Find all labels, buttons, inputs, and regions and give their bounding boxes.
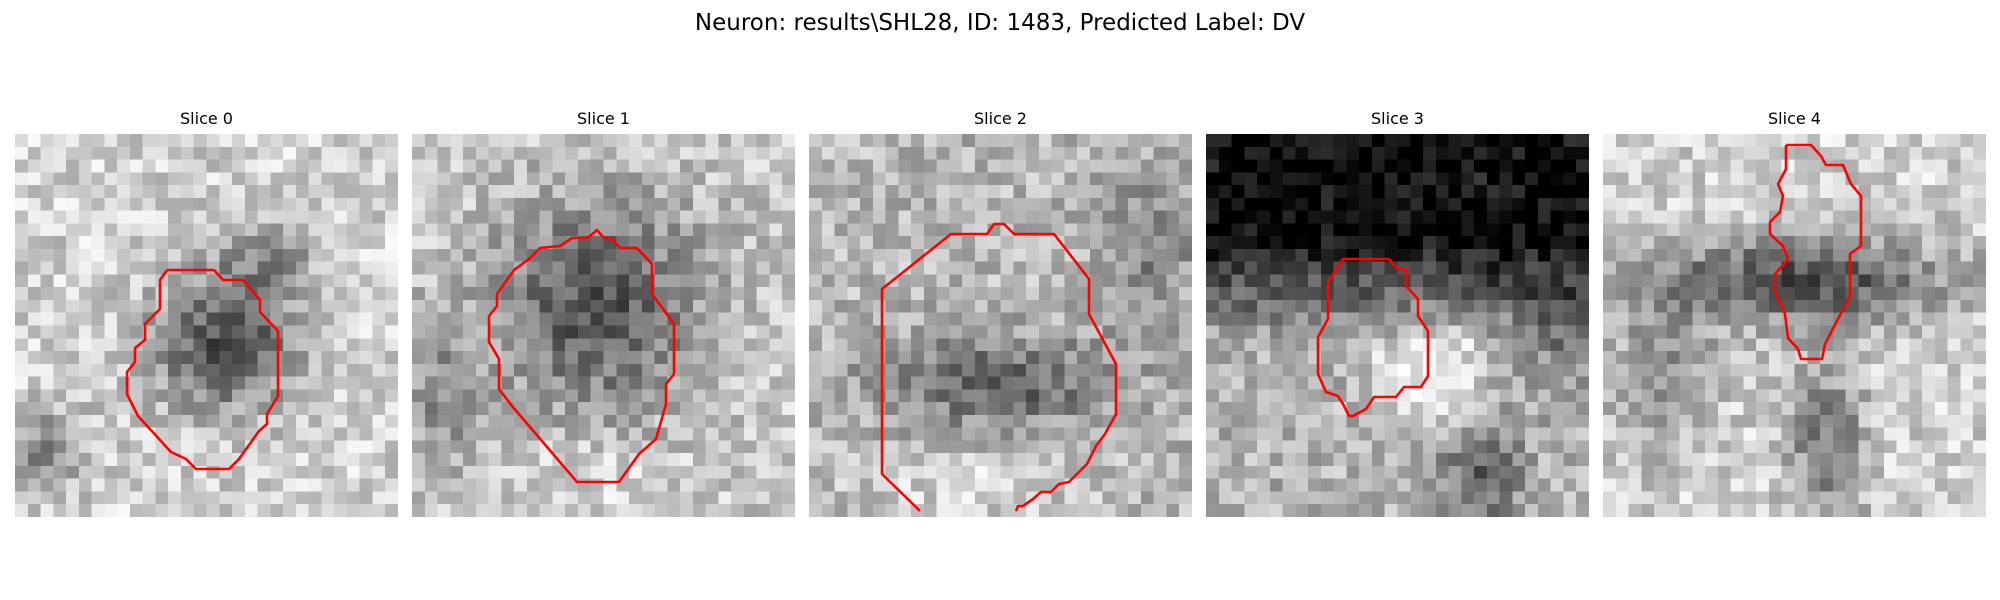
slice-panel-4: Slice 4 bbox=[1603, 108, 1986, 517]
slice-panel-2: Slice 2 bbox=[809, 108, 1192, 517]
slice-contour-svg-4 bbox=[1768, 143, 1863, 361]
slice-title-3: Slice 3 bbox=[1371, 109, 1424, 128]
slice-panel-0: Slice 0 bbox=[15, 108, 398, 517]
slice-title-2: Slice 2 bbox=[974, 109, 1027, 128]
figure-title: Neuron: results\SHL28, ID: 1483, Predict… bbox=[694, 10, 1306, 36]
neuron-contour-2b bbox=[1014, 504, 1023, 512]
slice-title-1: Slice 1 bbox=[577, 109, 630, 128]
slice-contour-svg-3 bbox=[1316, 257, 1430, 418]
slice-title-0: Slice 0 bbox=[180, 109, 233, 128]
slice-contour-svg-0 bbox=[125, 268, 280, 471]
slice-image-0 bbox=[15, 134, 398, 517]
slice-image-3 bbox=[1206, 134, 1589, 517]
neuron-contour-0 bbox=[125, 268, 280, 471]
slice-title-4: Slice 4 bbox=[1768, 109, 1821, 128]
neuron-contour-3 bbox=[1316, 257, 1430, 418]
neuron-contour-4 bbox=[1768, 143, 1863, 361]
slice-contour-svg-2 bbox=[880, 222, 1118, 512]
slice-image-2 bbox=[809, 134, 1192, 517]
neuron-contour-2a bbox=[880, 222, 1118, 512]
slice-panel-1: Slice 1 bbox=[412, 108, 795, 517]
slice-contour-svg-1 bbox=[487, 228, 676, 484]
slice-panel-3: Slice 3 bbox=[1206, 108, 1589, 517]
slice-image-1 bbox=[412, 134, 795, 517]
slice-image-4 bbox=[1603, 134, 1986, 517]
neuron-contour-1 bbox=[487, 228, 676, 484]
